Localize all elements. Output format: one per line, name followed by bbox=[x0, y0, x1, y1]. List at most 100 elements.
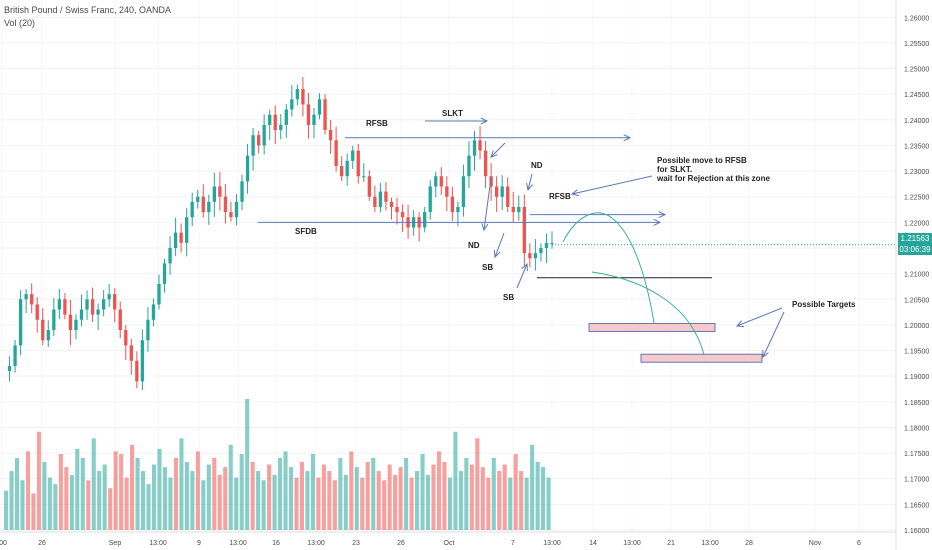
price-tick-label: 1.22000 bbox=[904, 220, 929, 227]
price-tick-label: 1.18000 bbox=[904, 425, 929, 432]
time-tick-label: 28 bbox=[745, 540, 753, 547]
volume-bar bbox=[447, 477, 452, 530]
candle-body bbox=[129, 345, 133, 361]
candle-body bbox=[168, 247, 172, 264]
volume-bar bbox=[475, 438, 480, 530]
price-tick-label: 1.16000 bbox=[904, 528, 929, 535]
candle-body bbox=[301, 89, 305, 105]
label-nd-right: ND bbox=[531, 161, 543, 170]
volume-bar bbox=[184, 461, 189, 530]
candle-body bbox=[483, 150, 488, 177]
time-tick-label: 26 bbox=[38, 540, 46, 547]
label-rfsb-upper: RFSB bbox=[366, 119, 388, 128]
candle-body bbox=[378, 191, 383, 207]
volume-bar bbox=[497, 471, 502, 530]
volume-bar bbox=[288, 467, 294, 530]
volume-bar bbox=[190, 471, 195, 530]
price-tick-label: 1.18500 bbox=[904, 400, 929, 407]
candle-body bbox=[339, 165, 344, 177]
candle-body bbox=[306, 104, 311, 125]
candle-body bbox=[85, 299, 89, 310]
candle-body bbox=[467, 155, 471, 177]
candle-body bbox=[395, 206, 399, 213]
candle-body bbox=[74, 319, 78, 331]
candle-body bbox=[522, 206, 526, 254]
candle-body bbox=[90, 299, 95, 315]
candle-body bbox=[450, 196, 455, 213]
volume-bar bbox=[458, 471, 463, 530]
time-tick-label: 13:00 bbox=[543, 540, 561, 547]
volume-bar bbox=[20, 480, 25, 530]
volume-bar bbox=[436, 451, 442, 530]
candle-body bbox=[41, 319, 45, 341]
candle-body bbox=[539, 247, 543, 254]
candle-body bbox=[245, 155, 250, 182]
volume-bar bbox=[349, 451, 354, 530]
arrow-target-2 bbox=[762, 311, 785, 358]
volume-bar bbox=[310, 454, 315, 530]
volume-bar bbox=[278, 457, 283, 530]
volume-bar bbox=[382, 480, 387, 530]
candle-body bbox=[179, 232, 183, 243]
candle-body bbox=[57, 299, 62, 310]
candle-body bbox=[118, 309, 122, 331]
time-tick-label: Sep bbox=[109, 540, 122, 547]
volume-bar bbox=[206, 464, 211, 530]
arrow-sb-left bbox=[494, 232, 505, 258]
volume-bar bbox=[354, 467, 359, 530]
candle-body bbox=[223, 196, 228, 213]
price-tick-label: 1.21000 bbox=[904, 272, 929, 279]
volume-bar bbox=[102, 464, 107, 530]
candle-body bbox=[24, 294, 28, 300]
arrow-sb-right-head bbox=[521, 262, 528, 272]
sfdb-line-head bbox=[653, 218, 662, 226]
volume-bar bbox=[162, 467, 168, 530]
price-series bbox=[7, 76, 554, 390]
volume-bar bbox=[141, 471, 146, 530]
volume-bar bbox=[453, 431, 458, 530]
chart-title: British Pound / Swiss Franc, 240, OANDA bbox=[4, 5, 172, 15]
volume-bar bbox=[42, 461, 47, 530]
time-tick-label: :00 bbox=[0, 540, 7, 547]
volume-bar bbox=[299, 461, 305, 530]
candle-body bbox=[367, 176, 371, 197]
time-tick-label: 21 bbox=[667, 540, 675, 547]
volume-bar bbox=[261, 480, 266, 530]
arrow-nd-right bbox=[527, 173, 533, 191]
candle-body bbox=[101, 299, 106, 310]
candle-body bbox=[312, 114, 316, 125]
volume-bar bbox=[272, 474, 277, 530]
price-tick-label: 1.20500 bbox=[904, 297, 929, 304]
candle-body bbox=[423, 212, 427, 228]
volume-bar bbox=[365, 461, 370, 530]
last-price-badge: 1.21563 bbox=[898, 233, 932, 244]
volume-series bbox=[4, 399, 551, 530]
candle-body bbox=[229, 212, 233, 218]
candle-body bbox=[212, 186, 217, 202]
time-tick-label: 13:00 bbox=[149, 540, 167, 547]
volume-bar bbox=[420, 454, 425, 530]
candle-body bbox=[68, 314, 73, 331]
candle-body bbox=[140, 340, 145, 382]
target-zone-2 bbox=[640, 353, 763, 363]
volume-bar bbox=[283, 451, 288, 530]
price-tick-label: 1.26000 bbox=[904, 15, 929, 22]
label-sb-right: SB bbox=[503, 293, 514, 302]
label-slkt: SLKT bbox=[442, 109, 463, 118]
volume-bar bbox=[343, 474, 348, 530]
candle-body bbox=[445, 186, 449, 197]
volume-bar bbox=[513, 454, 518, 530]
volume-bar bbox=[360, 477, 365, 530]
candle-body bbox=[345, 160, 349, 177]
volume-bar bbox=[530, 444, 535, 530]
volume-bar bbox=[9, 471, 14, 530]
candle-body bbox=[494, 186, 499, 197]
volume-bar bbox=[195, 451, 200, 530]
arrow-target-2-head bbox=[762, 349, 769, 359]
candle-body bbox=[384, 191, 388, 202]
volume-bar bbox=[151, 464, 157, 530]
volume-bar bbox=[91, 438, 96, 530]
price-tick-label: 1.16500 bbox=[904, 502, 929, 509]
arrow-target-1 bbox=[736, 307, 783, 327]
target-zone-1 bbox=[588, 322, 716, 332]
